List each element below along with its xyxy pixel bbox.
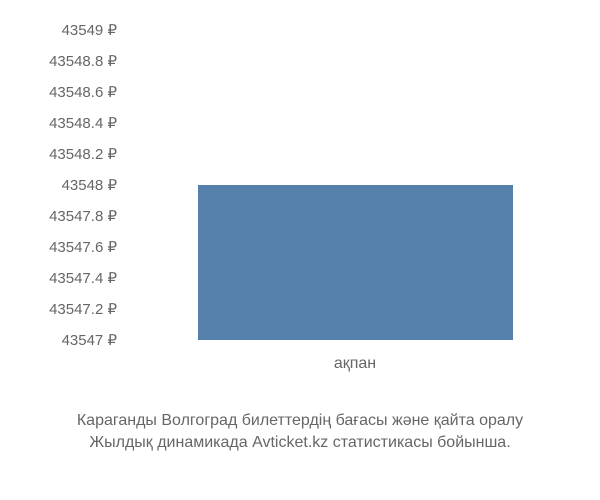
y-tick-label: 43548.2 ₽ [49,145,117,163]
y-axis: 43549 ₽43548.8 ₽43548.6 ₽43548.4 ₽43548.… [0,30,125,340]
y-tick-label: 43547.6 ₽ [49,238,117,256]
y-tick-label: 43548 ₽ [62,176,117,194]
chart-caption: Караганды Волгоград билеттердің бағасы ж… [0,410,600,455]
y-tick-label: 43548.6 ₽ [49,83,117,101]
price-chart: 43549 ₽43548.8 ₽43548.6 ₽43548.4 ₽43548.… [0,30,600,380]
y-tick-label: 43549 ₽ [62,21,117,39]
bar [198,185,513,340]
y-tick-label: 43547.2 ₽ [49,300,117,318]
y-tick-label: 43547.4 ₽ [49,269,117,287]
y-tick-label: 43548.4 ₽ [49,114,117,132]
y-tick-label: 43548.8 ₽ [49,52,117,70]
y-tick-label: 43547 ₽ [62,331,117,349]
x-axis-label: ақпан [130,355,580,373]
plot-area [130,30,580,340]
y-tick-label: 43547.8 ₽ [49,207,117,225]
caption-line-2: Жылдық динамикада Avticket.kz статистика… [0,432,600,454]
caption-line-1: Караганды Волгоград билеттердің бағасы ж… [0,410,600,432]
